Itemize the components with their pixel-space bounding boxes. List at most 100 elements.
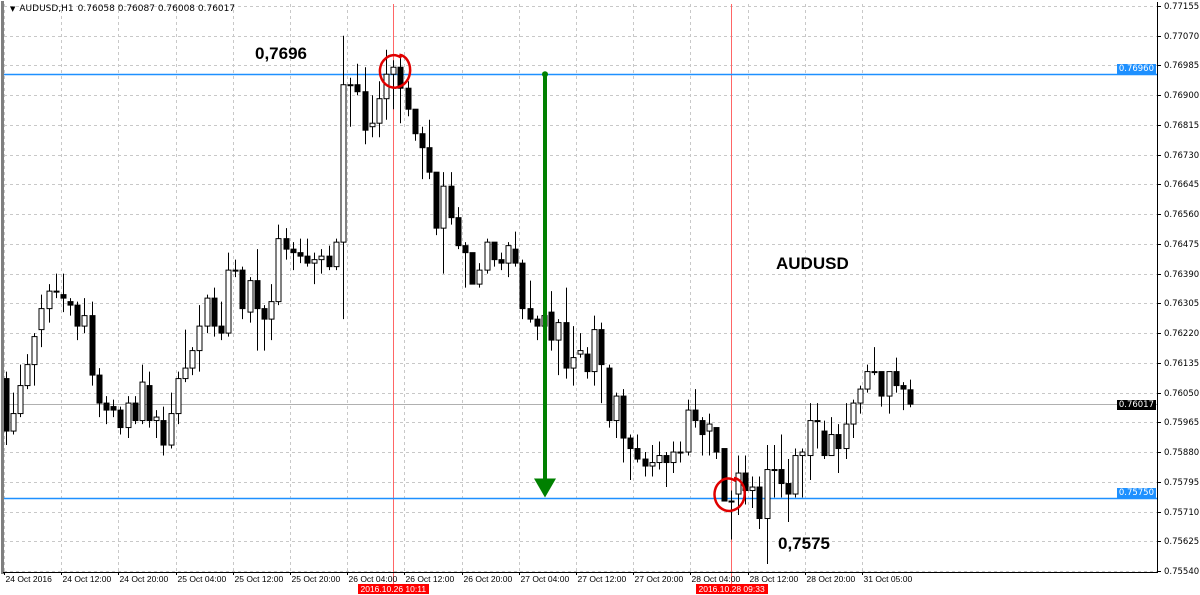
candle [620, 389, 627, 463]
candle [24, 354, 31, 390]
candle [570, 326, 577, 386]
candle [591, 315, 598, 386]
price-tick-label: 0.76730 [1164, 150, 1200, 161]
candle-body-bear [426, 147, 433, 173]
candle [491, 241, 498, 267]
candle [17, 364, 24, 418]
candle [828, 417, 835, 457]
chart-header: ▼ AUDUSD,H1 0.76058 0.76087 0.76008 0.76… [10, 4, 235, 14]
price-tick-label: 0.75795 [1164, 477, 1200, 488]
candle [103, 396, 110, 425]
candle [412, 108, 419, 141]
candle [749, 476, 756, 509]
candle-body-bull [125, 402, 132, 429]
annotation-symbol: AUDUSD [776, 254, 849, 273]
dropdown-triangle-icon[interactable]: ▼ [10, 5, 16, 13]
time-tick-label: 26 Oct 20:00 [463, 574, 513, 584]
time-tick-label: 26 Oct 04:00 [348, 574, 398, 584]
candle-body-bull [864, 371, 871, 390]
candle [706, 413, 713, 456]
candle-body-bull [53, 290, 60, 293]
candle-body-bull [369, 122, 376, 128]
candle [297, 238, 304, 264]
horizontal-line-price-label: 0.75750 [1116, 487, 1156, 498]
time-tick-label: 26 Oct 12:00 [405, 574, 455, 584]
candle [283, 228, 290, 260]
candle [548, 291, 555, 351]
candle-body-bull [505, 245, 512, 264]
candle [778, 434, 785, 498]
candle [512, 231, 519, 267]
candle-body-bear [160, 420, 167, 446]
candle-body-bear [878, 371, 885, 397]
candle [146, 371, 153, 428]
candle-body-bull [843, 423, 850, 450]
candle [584, 347, 591, 379]
candle [189, 347, 196, 376]
candle [376, 81, 383, 138]
candle-body-bull [771, 469, 778, 472]
candle-body-bull [670, 451, 677, 464]
candle [699, 417, 706, 456]
candle [534, 315, 541, 341]
candle [397, 56, 404, 124]
candle-body-bull [390, 66, 397, 75]
candle [498, 252, 505, 271]
candle-body-bear [283, 238, 290, 250]
price-tick-label: 0.77155 [1164, 1, 1200, 12]
candle-body-bear [893, 371, 900, 387]
vertical-line-time-label: 2016.10.26 10:11 [357, 584, 430, 594]
candle-body-bull [850, 402, 857, 425]
candle [577, 333, 584, 358]
candle-body-bull [577, 350, 584, 355]
candle [168, 392, 175, 449]
candle [110, 399, 117, 418]
candle-body-bear [397, 66, 404, 89]
arrow-anchor[interactable] [542, 71, 548, 78]
candle [419, 126, 426, 180]
candle-body-bear [721, 448, 728, 502]
candle-body-bull [649, 462, 656, 467]
price-tick-label: 0.76220 [1164, 328, 1200, 339]
candle [563, 287, 570, 379]
candle-body-bear [297, 252, 304, 257]
candle [857, 385, 864, 414]
candle-body-bear [491, 241, 498, 261]
candle-body-bear [211, 297, 218, 327]
candle-body-bull [685, 409, 692, 453]
price-tick-label: 0.76985 [1164, 60, 1200, 71]
candle-body-bull [613, 395, 620, 422]
candle-body-bull [814, 420, 821, 423]
arrow-down-icon [534, 478, 556, 498]
indicator-lines [4, 4, 1157, 584]
candle-body-bear [67, 301, 74, 306]
candle-body-bear [548, 311, 555, 341]
candle [139, 364, 146, 425]
candle [369, 95, 376, 138]
candle-body-bull [706, 423, 713, 432]
candle [598, 322, 605, 404]
price-tick-label: 0.77070 [1164, 31, 1200, 42]
candle-body-bear [907, 389, 914, 405]
price-tick-label: 0.75625 [1164, 536, 1200, 547]
candle [677, 441, 684, 463]
price-tick-label: 0.76390 [1164, 269, 1200, 280]
candle-body-bull [268, 301, 275, 320]
candle-body-bull [204, 297, 211, 327]
candle [814, 403, 821, 449]
annotation-bottom-price: 0,7575 [778, 534, 830, 553]
candle-body-bull [886, 371, 893, 397]
grid [4, 4, 1161, 575]
candle [347, 77, 354, 127]
candle [893, 357, 900, 393]
candle-body-bull [333, 241, 340, 268]
time-tick-label: 27 Oct 04:00 [520, 574, 570, 584]
candle-body-bear [835, 434, 842, 450]
candle-body-bull [591, 329, 598, 373]
candle-body-bull [764, 469, 771, 520]
candle-body-bear [519, 262, 526, 310]
candle [728, 490, 735, 540]
time-tick-label: 27 Oct 20:00 [634, 574, 684, 584]
candle [670, 441, 677, 474]
